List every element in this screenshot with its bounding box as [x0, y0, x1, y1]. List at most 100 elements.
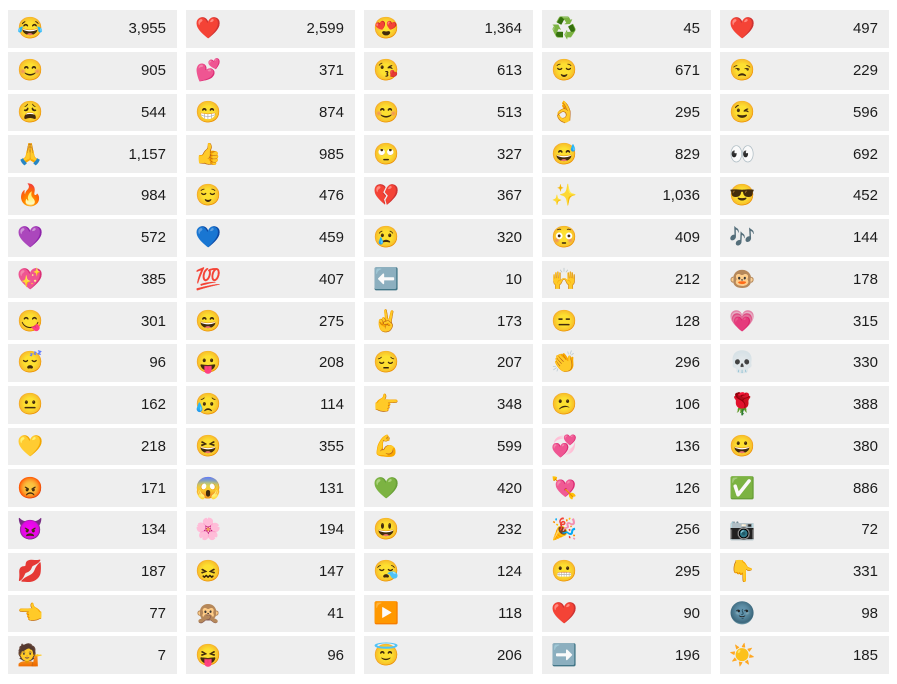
emoji-stat-cell: ▶️ 118 — [364, 594, 533, 633]
fire-icon: 🔥 — [17, 184, 44, 208]
emoji-stat-cell: 😋 301 — [8, 302, 177, 340]
emoji-stat-cell: 😡 171 — [8, 469, 177, 507]
emoji-count: 692 — [852, 145, 878, 163]
face-savoring-food-icon: 😋 — [17, 309, 44, 333]
face-with-rolling-eyes-icon: 🙄 — [373, 142, 400, 166]
emoji-count: 513 — [496, 103, 522, 121]
emoji-count: 459 — [318, 229, 344, 247]
pensive-face-icon: 😔 — [373, 351, 400, 375]
emoji-stat-cell: 👿 134 — [8, 511, 177, 549]
angry-face-with-horns-icon: 👿 — [17, 518, 44, 542]
emoji-count: 147 — [318, 563, 344, 581]
emoji-count: 371 — [318, 62, 344, 80]
grinning-face-with-smiling-eyes-icon: 😄 — [195, 309, 222, 333]
emoji-stat-cell: 😪 124 — [364, 552, 533, 591]
emoji-count: 98 — [861, 604, 878, 622]
emoji-count: 136 — [674, 437, 700, 455]
emoji-stat-cell: 😄 275 — [186, 302, 355, 340]
emoji-count: 218 — [140, 437, 166, 455]
emoji-stat-cell: 😕 106 — [542, 385, 711, 424]
emoji-count: 206 — [496, 646, 522, 664]
revolving-hearts-icon: 💞 — [551, 434, 578, 458]
emoji-count: 420 — [496, 479, 522, 497]
relieved-face-icon: 😌 — [195, 184, 222, 208]
emoji-count: 256 — [674, 521, 700, 539]
ok-hand-icon: 👌 — [551, 100, 578, 124]
emoji-count: 128 — [674, 312, 700, 330]
emoji-count: 96 — [327, 646, 344, 664]
emoji-count: 331 — [852, 563, 878, 581]
emoji-stat-cell: 💕 371 — [186, 51, 355, 90]
emoji-count: 3,955 — [128, 20, 166, 38]
emoji-count: 599 — [496, 437, 522, 455]
emoji-stat-cell: 😥 114 — [186, 385, 355, 424]
red-heart-icon: ❤️ — [729, 17, 756, 41]
emoji-stat-cell: 🙄 327 — [364, 135, 533, 173]
emoji-count: 196 — [674, 646, 700, 664]
musical-notes-icon: 🎶 — [729, 226, 756, 250]
emoji-stat-cell: 🙊 41 — [186, 594, 355, 633]
emoji-stat-cell: ☀️ 185 — [720, 636, 889, 674]
emoji-stat-cell: 😅 829 — [542, 135, 711, 173]
emoji-count: 596 — [852, 103, 878, 121]
emoji-stat-cell: 😑 128 — [542, 302, 711, 340]
emoji-count: 114 — [320, 396, 344, 414]
emoji-stat-cell: ✅ 886 — [720, 469, 889, 507]
yellow-heart-icon: 💛 — [17, 434, 44, 458]
face-blowing-a-kiss-icon: 😘 — [373, 59, 400, 83]
emoji-stat-cell: 😩 544 — [8, 93, 177, 132]
emoji-stat-cell: 🌸 194 — [186, 511, 355, 549]
rose-icon: 🌹 — [729, 393, 756, 417]
emoji-count: 886 — [852, 479, 878, 497]
emoji-count: 380 — [852, 437, 878, 455]
monkey-face-icon: 🐵 — [729, 267, 756, 291]
emoji-count: 106 — [674, 396, 700, 414]
kiss-mark-icon: 💋 — [17, 560, 44, 584]
emoji-count: 874 — [318, 103, 344, 121]
emoji-count: 134 — [140, 521, 166, 539]
emoji-stat-cell: 😊 513 — [364, 93, 533, 132]
squinting-face-with-tongue-icon: 😝 — [195, 643, 222, 667]
emoji-count: 905 — [140, 62, 166, 80]
grinning-squinting-face-icon: 😆 — [195, 434, 222, 458]
emoji-stat-cell: 😝 96 — [186, 636, 355, 674]
emoji-stat-cell: 😱 131 — [186, 469, 355, 507]
emoji-count: 613 — [496, 62, 522, 80]
emoji-count: 2,599 — [306, 20, 344, 38]
green-heart-icon: 💚 — [373, 476, 400, 500]
camera-icon: 📷 — [729, 518, 756, 542]
emoji-count: 355 — [318, 437, 344, 455]
emoji-count: 207 — [496, 354, 522, 372]
emoji-stat-cell: 💘 126 — [542, 469, 711, 507]
pouting-face-icon: 😡 — [17, 476, 44, 500]
smiling-face-with-smiling-eyes-icon: 😊 — [17, 59, 44, 83]
sun-icon: ☀️ — [729, 643, 756, 667]
emoji-count: 829 — [674, 145, 700, 163]
thumbs-up-icon: 👍 — [195, 142, 222, 166]
emoji-stat-cell: 💁 7 — [8, 636, 177, 674]
emoji-stat-cell: 😂 3,955 — [8, 10, 177, 48]
emoji-stat-cell: 👈 77 — [8, 594, 177, 633]
emoji-stat-cell: 😌 476 — [186, 177, 355, 215]
emoji-count: 671 — [674, 62, 700, 80]
emoji-stat-cell: 🎶 144 — [720, 218, 889, 257]
emoji-count: 348 — [496, 396, 522, 414]
emoji-stat-cell: 👏 296 — [542, 344, 711, 382]
emoji-stat-cell: 😐 162 — [8, 385, 177, 424]
emoji-count: 118 — [498, 604, 522, 622]
emoji-stat-cell: 😒 229 — [720, 51, 889, 90]
emoji-count: 178 — [852, 270, 878, 288]
emoji-stat-cell: 💪 599 — [364, 427, 533, 466]
emoji-stat-cell: 💛 218 — [8, 427, 177, 466]
emoji-stat-cell: ❤️ 2,599 — [186, 10, 355, 48]
emoji-stat-cell: 😇 206 — [364, 636, 533, 674]
emoji-stat-cell: 🎉 256 — [542, 511, 711, 549]
emoji-stat-cell: 💙 459 — [186, 218, 355, 257]
emoji-stat-cell: 📷 72 — [720, 511, 889, 549]
emoji-count: 452 — [852, 187, 878, 205]
expressionless-face-icon: 😑 — [551, 309, 578, 333]
emoji-stat-cell: 😎 452 — [720, 177, 889, 215]
grinning-face-with-sweat-icon: 😅 — [551, 142, 578, 166]
speak-no-evil-monkey-icon: 🙊 — [195, 601, 222, 625]
emoji-count: 96 — [149, 354, 166, 372]
